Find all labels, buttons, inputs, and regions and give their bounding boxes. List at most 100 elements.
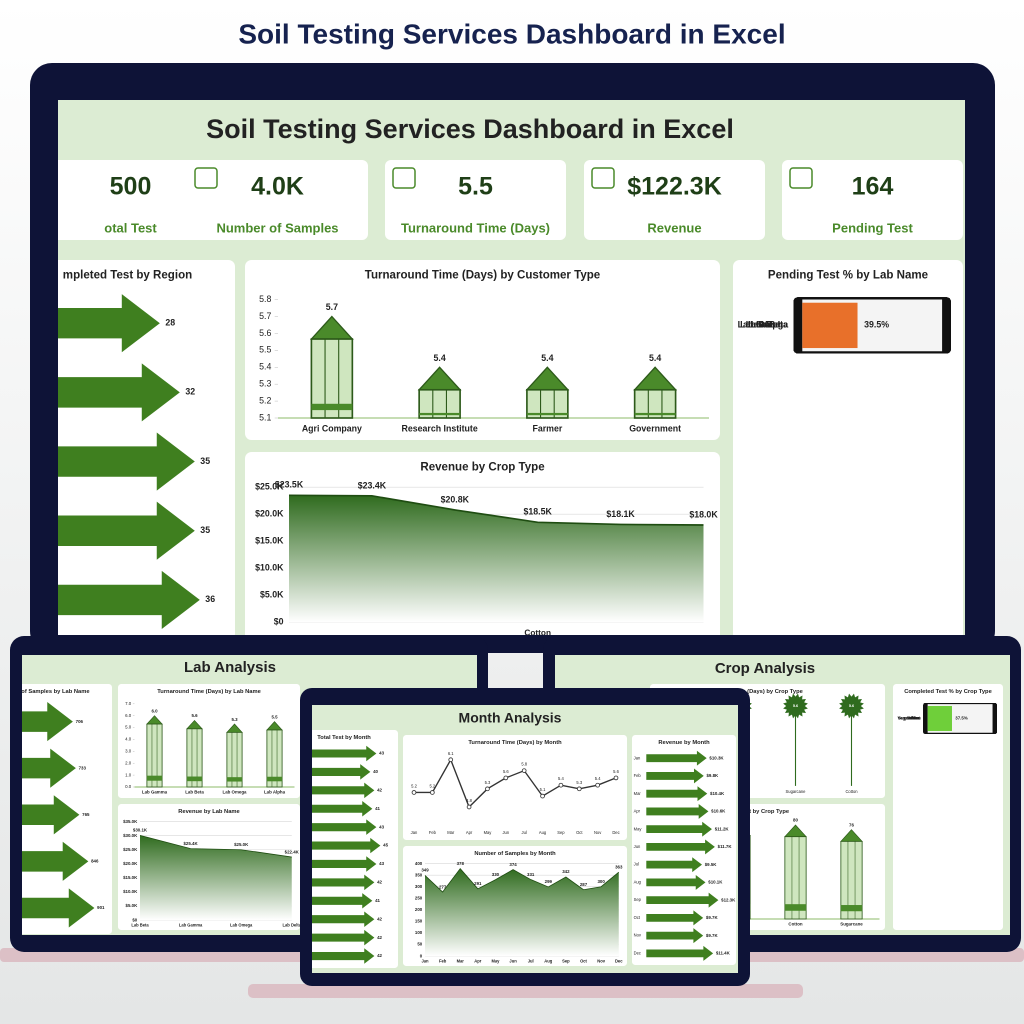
screen-title: Month Analysis [459, 710, 562, 726]
y-tick-label: 5.3 [259, 378, 271, 388]
y-tick-label: 0 [420, 953, 423, 958]
y-tick-label: 5.7 [259, 311, 271, 321]
marker [595, 782, 600, 788]
y-tick-label: 0.0 [125, 784, 132, 789]
chart-title: Time (Days) by Crop Type [732, 689, 803, 695]
category-label: Mar [634, 791, 642, 796]
category-label: Lab Alpha [746, 320, 788, 330]
value-label: 5.7 [326, 302, 338, 312]
marker [540, 793, 545, 799]
kpi-card [385, 160, 566, 240]
value-label: 43 [379, 861, 384, 866]
value-label: $22.4K [285, 849, 300, 854]
value-label: 5.8 [521, 762, 527, 767]
value-label: $9.8K [706, 773, 719, 778]
value-label: $10.3K [709, 755, 724, 760]
value-label: 39.5% [864, 320, 889, 330]
marker [485, 786, 490, 792]
arrow-bar [312, 782, 375, 799]
x-tick-label: Lab Beta [185, 790, 204, 795]
arrow-bar [312, 819, 377, 835]
kpi-label: Revenue [647, 220, 701, 235]
marker [521, 768, 527, 773]
value-label: 4.8 [466, 798, 472, 803]
value-label: 76 [849, 822, 854, 827]
pencil-band [226, 777, 243, 782]
area [425, 868, 619, 957]
value-label: 5.3 [485, 780, 491, 785]
chart-panel [733, 260, 963, 635]
value-label: 363 [615, 864, 623, 869]
area-line [139, 834, 292, 858]
marker [466, 804, 472, 810]
value-label: 291 [474, 881, 482, 886]
arrow-bar [58, 363, 180, 422]
y-tick-label: 150 [415, 919, 423, 924]
pencil-bar [840, 829, 863, 920]
arrow-bar [646, 857, 702, 873]
arrow-bar [646, 750, 707, 766]
value-label: 5.4 [649, 353, 661, 363]
pencil-body [784, 836, 807, 920]
y-tick-label: 3.0 [125, 748, 132, 753]
y-tick-label: $10.0K [255, 563, 284, 573]
arrow-bar [22, 795, 80, 835]
arrow-bar [312, 948, 375, 964]
arrow-bar [22, 748, 76, 788]
month-dashboard: Total Test by Month 43 40 42 41 43 45 43 42 41 42 4… [312, 710, 736, 968]
arrow-bar [22, 702, 73, 742]
y-tick-label: $25.0K [123, 847, 138, 852]
arrow-bar [58, 294, 160, 353]
value-label: 41 [375, 806, 380, 811]
y-tick-label: $5.0K [126, 903, 139, 908]
y-tick-label: 5.8 [259, 294, 271, 304]
x-tick-label: Aug [539, 830, 547, 835]
value-label: 41 [375, 898, 380, 903]
kpi-icon [392, 167, 416, 189]
value-label: 42 [377, 916, 382, 921]
arrow-bar [58, 501, 195, 560]
category-label: Cotton [906, 716, 920, 721]
marker [558, 782, 564, 788]
category-label: Corn [910, 716, 921, 721]
y-tick-label: $30.0K [123, 833, 138, 838]
y-tick-label: 1.0 [125, 772, 132, 777]
arrow-bar [646, 821, 712, 837]
value-label: 287 [580, 882, 588, 887]
x-tick-label: Jun [502, 830, 509, 835]
arrow-bar [646, 786, 708, 802]
x-tick-label: Jul [528, 959, 534, 964]
kpi-card [584, 160, 765, 240]
pencil-bar [417, 366, 462, 419]
kpi-value: 164 [852, 173, 894, 201]
pencil-body [226, 731, 243, 788]
arrow-bar [22, 888, 95, 928]
arrow-bar [646, 768, 704, 784]
marker [613, 775, 619, 781]
kpi-card [187, 160, 368, 240]
value-label: 374 [509, 862, 517, 867]
value-label: 5.1 [540, 787, 546, 792]
x-tick-label: Apr [466, 830, 473, 835]
value-label: 35 [200, 525, 210, 535]
value-label: $10.4K [710, 791, 725, 796]
x-tick-label: Cotton [788, 922, 802, 927]
value-label: 43 [379, 751, 384, 756]
y-tick-label: 4.0 [125, 737, 132, 742]
kpi-card [782, 160, 963, 240]
value-label: 277 [439, 884, 447, 889]
value-label: $18.1K [606, 509, 635, 519]
lab-dashboard: r of Samples by Lab Name 706 733 765 846 901 T… [22, 659, 302, 934]
value-label: $30.1K [133, 828, 148, 833]
x-tick-label: Research Institute [401, 423, 477, 433]
x-tick-label: Jan [411, 830, 418, 835]
chart-panel [245, 260, 720, 440]
chart-title: Revenue by Lab Name [178, 809, 240, 815]
x-tick-label: Lab Omega [230, 923, 253, 928]
value-label: $25.4K [183, 841, 198, 846]
arrow-bar [22, 841, 89, 881]
x-tick-label: Jul [522, 830, 527, 835]
area-line [288, 494, 704, 526]
x-tick-label: Lab Alpha [264, 790, 286, 795]
y-tick-label: 400 [415, 861, 423, 866]
